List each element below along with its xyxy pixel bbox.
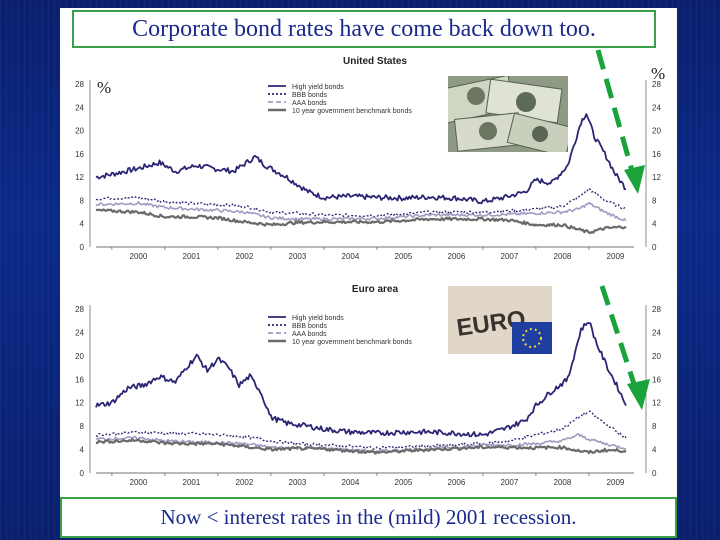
y-tick-label-left: 8: [80, 422, 85, 431]
y-tick-label-left: 12: [75, 399, 84, 408]
x-tick-label: 2005: [395, 252, 413, 261]
chart-euro-area: Euro area 0 0 4 4 8 8 12 12 16 16 20 20 24 24 28 28 2000 2…: [75, 284, 661, 487]
x-tick-label: 2007: [501, 478, 519, 487]
chart-title: Euro area: [352, 284, 399, 295]
y-tick-label-left: 16: [75, 375, 84, 384]
y-tick-label-right: 4: [652, 220, 657, 229]
y-tick-label-left: 28: [75, 305, 84, 314]
slide-caption: Now < interest rates in the (mild) 2001 …: [160, 505, 577, 529]
x-tick-label: 2008: [554, 478, 572, 487]
euro-banknote-icon: EURO: [448, 286, 552, 354]
y-tick-label-right: 0: [652, 243, 657, 252]
chart-united-states: United States 0 0 4 4 8 8 12 12 16 16 20 20 24 24 28 28 2…: [75, 56, 661, 261]
x-tick-label: 2000: [130, 478, 148, 487]
x-tick-label: 2001: [183, 252, 201, 261]
x-tick-label: 2000: [130, 252, 148, 261]
y-tick-label-right: 16: [652, 150, 661, 159]
legend-label: 10 year government benchmark bonds: [292, 108, 412, 115]
y-tick-label-left: 12: [75, 173, 84, 182]
series-line-bbb-bonds: [95, 410, 627, 450]
series-line-high-yield-bonds: [95, 322, 627, 438]
x-tick-label: 2006: [448, 478, 466, 487]
y-tick-label-left: 0: [80, 243, 85, 252]
y-tick-label-left: 16: [75, 150, 84, 159]
caption-box: Now < interest rates in the (mild) 2001 …: [60, 497, 677, 538]
y-tick-label-left: 24: [75, 328, 84, 337]
y-tick-label-right: 0: [652, 469, 657, 478]
x-tick-label: 2004: [342, 252, 360, 261]
chart-title: United States: [343, 56, 407, 67]
x-tick-label: 2004: [342, 478, 360, 487]
x-tick-label: 2007: [501, 252, 519, 261]
x-tick-label: 2001: [183, 478, 201, 487]
y-tick-label-right: 28: [652, 80, 661, 89]
percent-label-right: %: [651, 64, 666, 83]
legend-label: BBB bonds: [292, 323, 328, 330]
series-line-bbb-bonds: [95, 187, 627, 218]
x-tick-label: 2005: [395, 478, 413, 487]
y-tick-label-right: 20: [652, 352, 661, 361]
y-tick-label-left: 4: [80, 220, 85, 229]
x-tick-label: 2003: [289, 252, 307, 261]
x-tick-label: 2002: [236, 478, 254, 487]
series-line-10-year-government-benchmark-bonds: [95, 208, 627, 235]
y-tick-label-left: 24: [75, 103, 84, 112]
x-tick-label: 2003: [289, 478, 307, 487]
x-tick-label: 2006: [448, 252, 466, 261]
series-line-10-year-government-benchmark-bonds: [95, 438, 627, 455]
y-tick-label-right: 12: [652, 399, 661, 408]
y-tick-label-right: 12: [652, 173, 661, 182]
y-tick-label-left: 0: [80, 469, 85, 478]
y-tick-label-right: 20: [652, 127, 661, 136]
y-tick-label-right: 4: [652, 446, 657, 455]
y-tick-label-right: 28: [652, 305, 661, 314]
y-tick-label-right: 8: [652, 422, 657, 431]
euro-banknote-photo: EURO: [448, 286, 552, 354]
y-tick-label-right: 8: [652, 196, 657, 205]
x-tick-label: 2008: [554, 252, 572, 261]
dollar-bills-icon: [448, 76, 568, 152]
y-tick-label-left: 28: [75, 80, 84, 89]
dollar-bills-photo: [448, 76, 568, 152]
legend-label: High yield bonds: [292, 84, 344, 91]
legend-label: AAA bonds: [292, 100, 327, 107]
legend-label: 10 year government benchmark bonds: [292, 339, 412, 346]
y-tick-label-left: 8: [80, 196, 85, 205]
y-tick-label-right: 24: [652, 328, 661, 337]
x-tick-label: 2009: [607, 478, 625, 487]
percent-label-left: %: [97, 78, 112, 97]
legend-label: AAA bonds: [292, 331, 327, 338]
slide-title-box: Corporate bond rates have come back down…: [72, 10, 656, 48]
y-tick-label-left: 20: [75, 352, 84, 361]
legend-label: High yield bonds: [292, 315, 344, 322]
x-tick-label: 2009: [607, 252, 625, 261]
slide-title: Corporate bond rates have come back down…: [132, 15, 596, 42]
series-line-high-yield-bonds: [95, 113, 627, 205]
y-tick-label-right: 16: [652, 375, 661, 384]
y-tick-label-right: 24: [652, 103, 661, 112]
y-tick-label-left: 4: [80, 446, 85, 455]
series-line-aaa-bonds: [95, 201, 627, 222]
x-tick-label: 2002: [236, 252, 254, 261]
y-tick-label-left: 20: [75, 127, 84, 136]
legend-label: BBB bonds: [292, 92, 328, 99]
